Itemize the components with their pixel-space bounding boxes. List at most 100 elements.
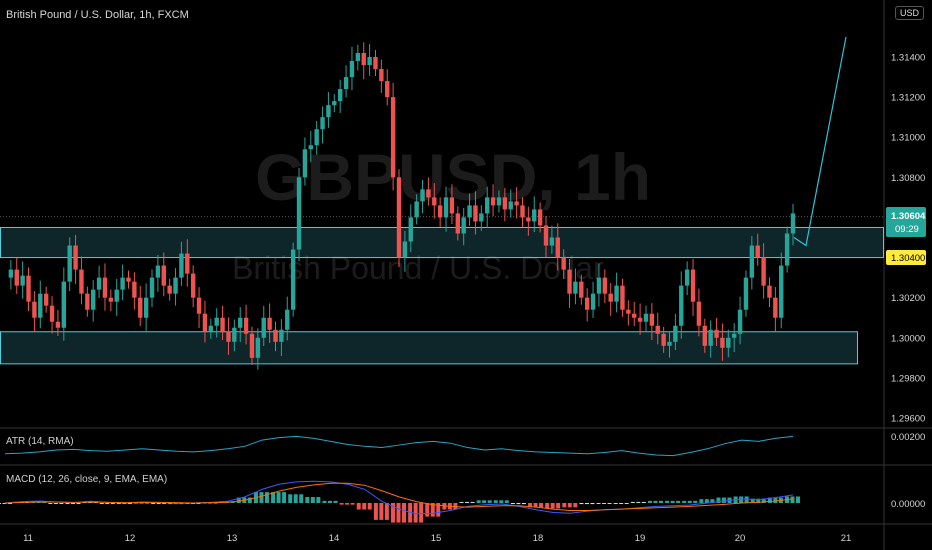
macd-histogram-bar bbox=[379, 503, 384, 520]
macd-histogram-bar bbox=[613, 503, 618, 504]
macd-histogram-bar bbox=[391, 503, 395, 523]
time-tick-label: 13 bbox=[227, 533, 238, 544]
candle-body bbox=[614, 285, 619, 302]
candle-body bbox=[667, 341, 672, 346]
candle-body bbox=[408, 217, 413, 242]
candle-body bbox=[520, 205, 525, 218]
price-tick-label: 1.31400 bbox=[891, 53, 925, 64]
candle-body bbox=[726, 337, 731, 348]
macd-histogram-bar bbox=[276, 492, 281, 503]
macd-histogram-bar bbox=[322, 500, 327, 503]
candle-body bbox=[202, 313, 208, 332]
macd-histogram-bar bbox=[533, 503, 538, 508]
macd-histogram-bar bbox=[521, 503, 526, 505]
time-axis[interactable]: 11 12 13 14 15 18 19 20 21 bbox=[23, 533, 851, 544]
macd-histogram-bar bbox=[0, 503, 1, 504]
macd-histogram-bar bbox=[105, 503, 110, 504]
price-tick-label: 1.31000 bbox=[891, 133, 925, 144]
macd-histogram-bar bbox=[790, 496, 795, 503]
candle-body bbox=[343, 77, 349, 90]
macd-histogram-bar bbox=[356, 503, 361, 510]
candle-body bbox=[661, 333, 666, 346]
macd-histogram-bar bbox=[619, 503, 624, 504]
macd-histogram-bar bbox=[636, 501, 641, 503]
macd-histogram-bar bbox=[516, 503, 521, 505]
candle-body bbox=[449, 197, 455, 214]
candle-body bbox=[285, 309, 290, 330]
candle-body bbox=[143, 297, 149, 318]
candle-body bbox=[526, 217, 531, 222]
candle-body bbox=[485, 197, 490, 214]
candle-body bbox=[55, 321, 61, 328]
candle-body bbox=[238, 317, 243, 328]
macd-histogram-bar bbox=[168, 503, 173, 505]
macd-histogram-bar bbox=[482, 500, 487, 503]
candlesticks bbox=[8, 42, 796, 370]
candle-body bbox=[314, 129, 319, 146]
countdown-tag: 09:29 bbox=[895, 224, 919, 235]
chart-title: British Pound / U.S. Dollar, 1h, FXCM bbox=[6, 9, 189, 21]
candle-body bbox=[690, 269, 696, 302]
candle-body bbox=[149, 277, 155, 298]
candle-body bbox=[590, 293, 596, 310]
macd-histogram-bar bbox=[162, 503, 167, 504]
candle-body bbox=[602, 277, 608, 294]
macd-histogram-bar bbox=[345, 503, 350, 505]
macd-histogram-bar bbox=[545, 503, 550, 509]
macd-histogram-bar bbox=[145, 502, 150, 504]
macd-histogram-bar bbox=[122, 503, 127, 504]
candle-body bbox=[402, 241, 408, 258]
price-tick-label: 1.30200 bbox=[891, 293, 925, 304]
candle-body bbox=[61, 281, 67, 328]
candle-body bbox=[643, 313, 649, 322]
macd-histogram-bar bbox=[710, 499, 715, 503]
candle-body bbox=[549, 237, 555, 246]
candle-body bbox=[332, 101, 337, 106]
level-tag-bg bbox=[886, 250, 926, 265]
macd-histogram-bar bbox=[99, 503, 104, 504]
macd-histogram-bar bbox=[425, 503, 430, 517]
level-tag: 1.30400 bbox=[891, 253, 925, 264]
price-tick-label: 1.30800 bbox=[891, 173, 925, 184]
time-tick-label: 18 bbox=[533, 533, 544, 544]
candle-body bbox=[414, 201, 419, 218]
price-axis[interactable]: 1.31400 1.31200 1.31000 1.30800 1.30200 1.300… bbox=[891, 53, 925, 425]
candle-body bbox=[185, 253, 190, 274]
current-price-tag: 1.30604 bbox=[891, 211, 926, 222]
candle-body bbox=[714, 329, 719, 338]
candle-body bbox=[132, 281, 137, 298]
candle-body bbox=[108, 297, 114, 302]
macd-histogram-bar bbox=[687, 500, 692, 503]
macd-histogram-bar bbox=[761, 498, 766, 503]
candle-body bbox=[790, 213, 796, 234]
candle-body bbox=[720, 337, 725, 348]
candle-body bbox=[367, 57, 372, 66]
support-resistance-zones bbox=[0, 226, 884, 365]
candle-body bbox=[532, 209, 537, 222]
macd-histogram-bar bbox=[53, 503, 58, 504]
price-tick-label: 1.29600 bbox=[891, 414, 925, 425]
macd-histogram-bar bbox=[247, 497, 252, 503]
macd-histogram-bar bbox=[264, 492, 269, 503]
candle-body bbox=[467, 205, 472, 218]
candle-body bbox=[220, 317, 225, 332]
macd-histogram-bar bbox=[8, 503, 12, 504]
macd-histogram-bar bbox=[579, 503, 584, 505]
currency-selector[interactable]: USD bbox=[894, 6, 924, 20]
candle-body bbox=[138, 297, 143, 318]
macd-histogram-bar bbox=[596, 503, 601, 504]
candle-body bbox=[708, 329, 713, 346]
macd-pane bbox=[0, 480, 800, 523]
candle-body bbox=[249, 333, 255, 358]
macd-histogram-bar bbox=[539, 503, 544, 508]
macd-histogram-bar bbox=[528, 503, 533, 508]
candle-body bbox=[749, 245, 755, 278]
candle-body bbox=[349, 61, 355, 78]
candle-body bbox=[731, 333, 737, 338]
price-tags: 1.30604 09:29 1.30400 0.00200 0.00000 bbox=[886, 207, 926, 510]
macd-histogram-bar bbox=[402, 503, 406, 523]
macd-histogram-bar bbox=[704, 499, 709, 503]
macd-histogram-bar bbox=[653, 500, 658, 503]
candle-body bbox=[584, 297, 590, 310]
